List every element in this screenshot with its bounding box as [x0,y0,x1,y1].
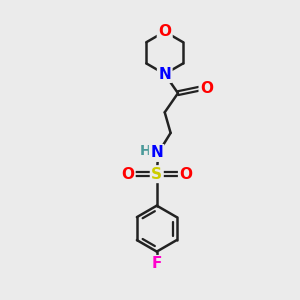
Text: O: O [121,167,134,182]
Text: S: S [151,167,162,182]
Text: F: F [152,256,162,272]
Text: N: N [150,146,163,160]
Text: H: H [140,144,152,158]
Text: O: O [158,24,171,39]
Text: O: O [200,81,213,96]
Text: N: N [158,67,171,82]
Text: O: O [179,167,192,182]
